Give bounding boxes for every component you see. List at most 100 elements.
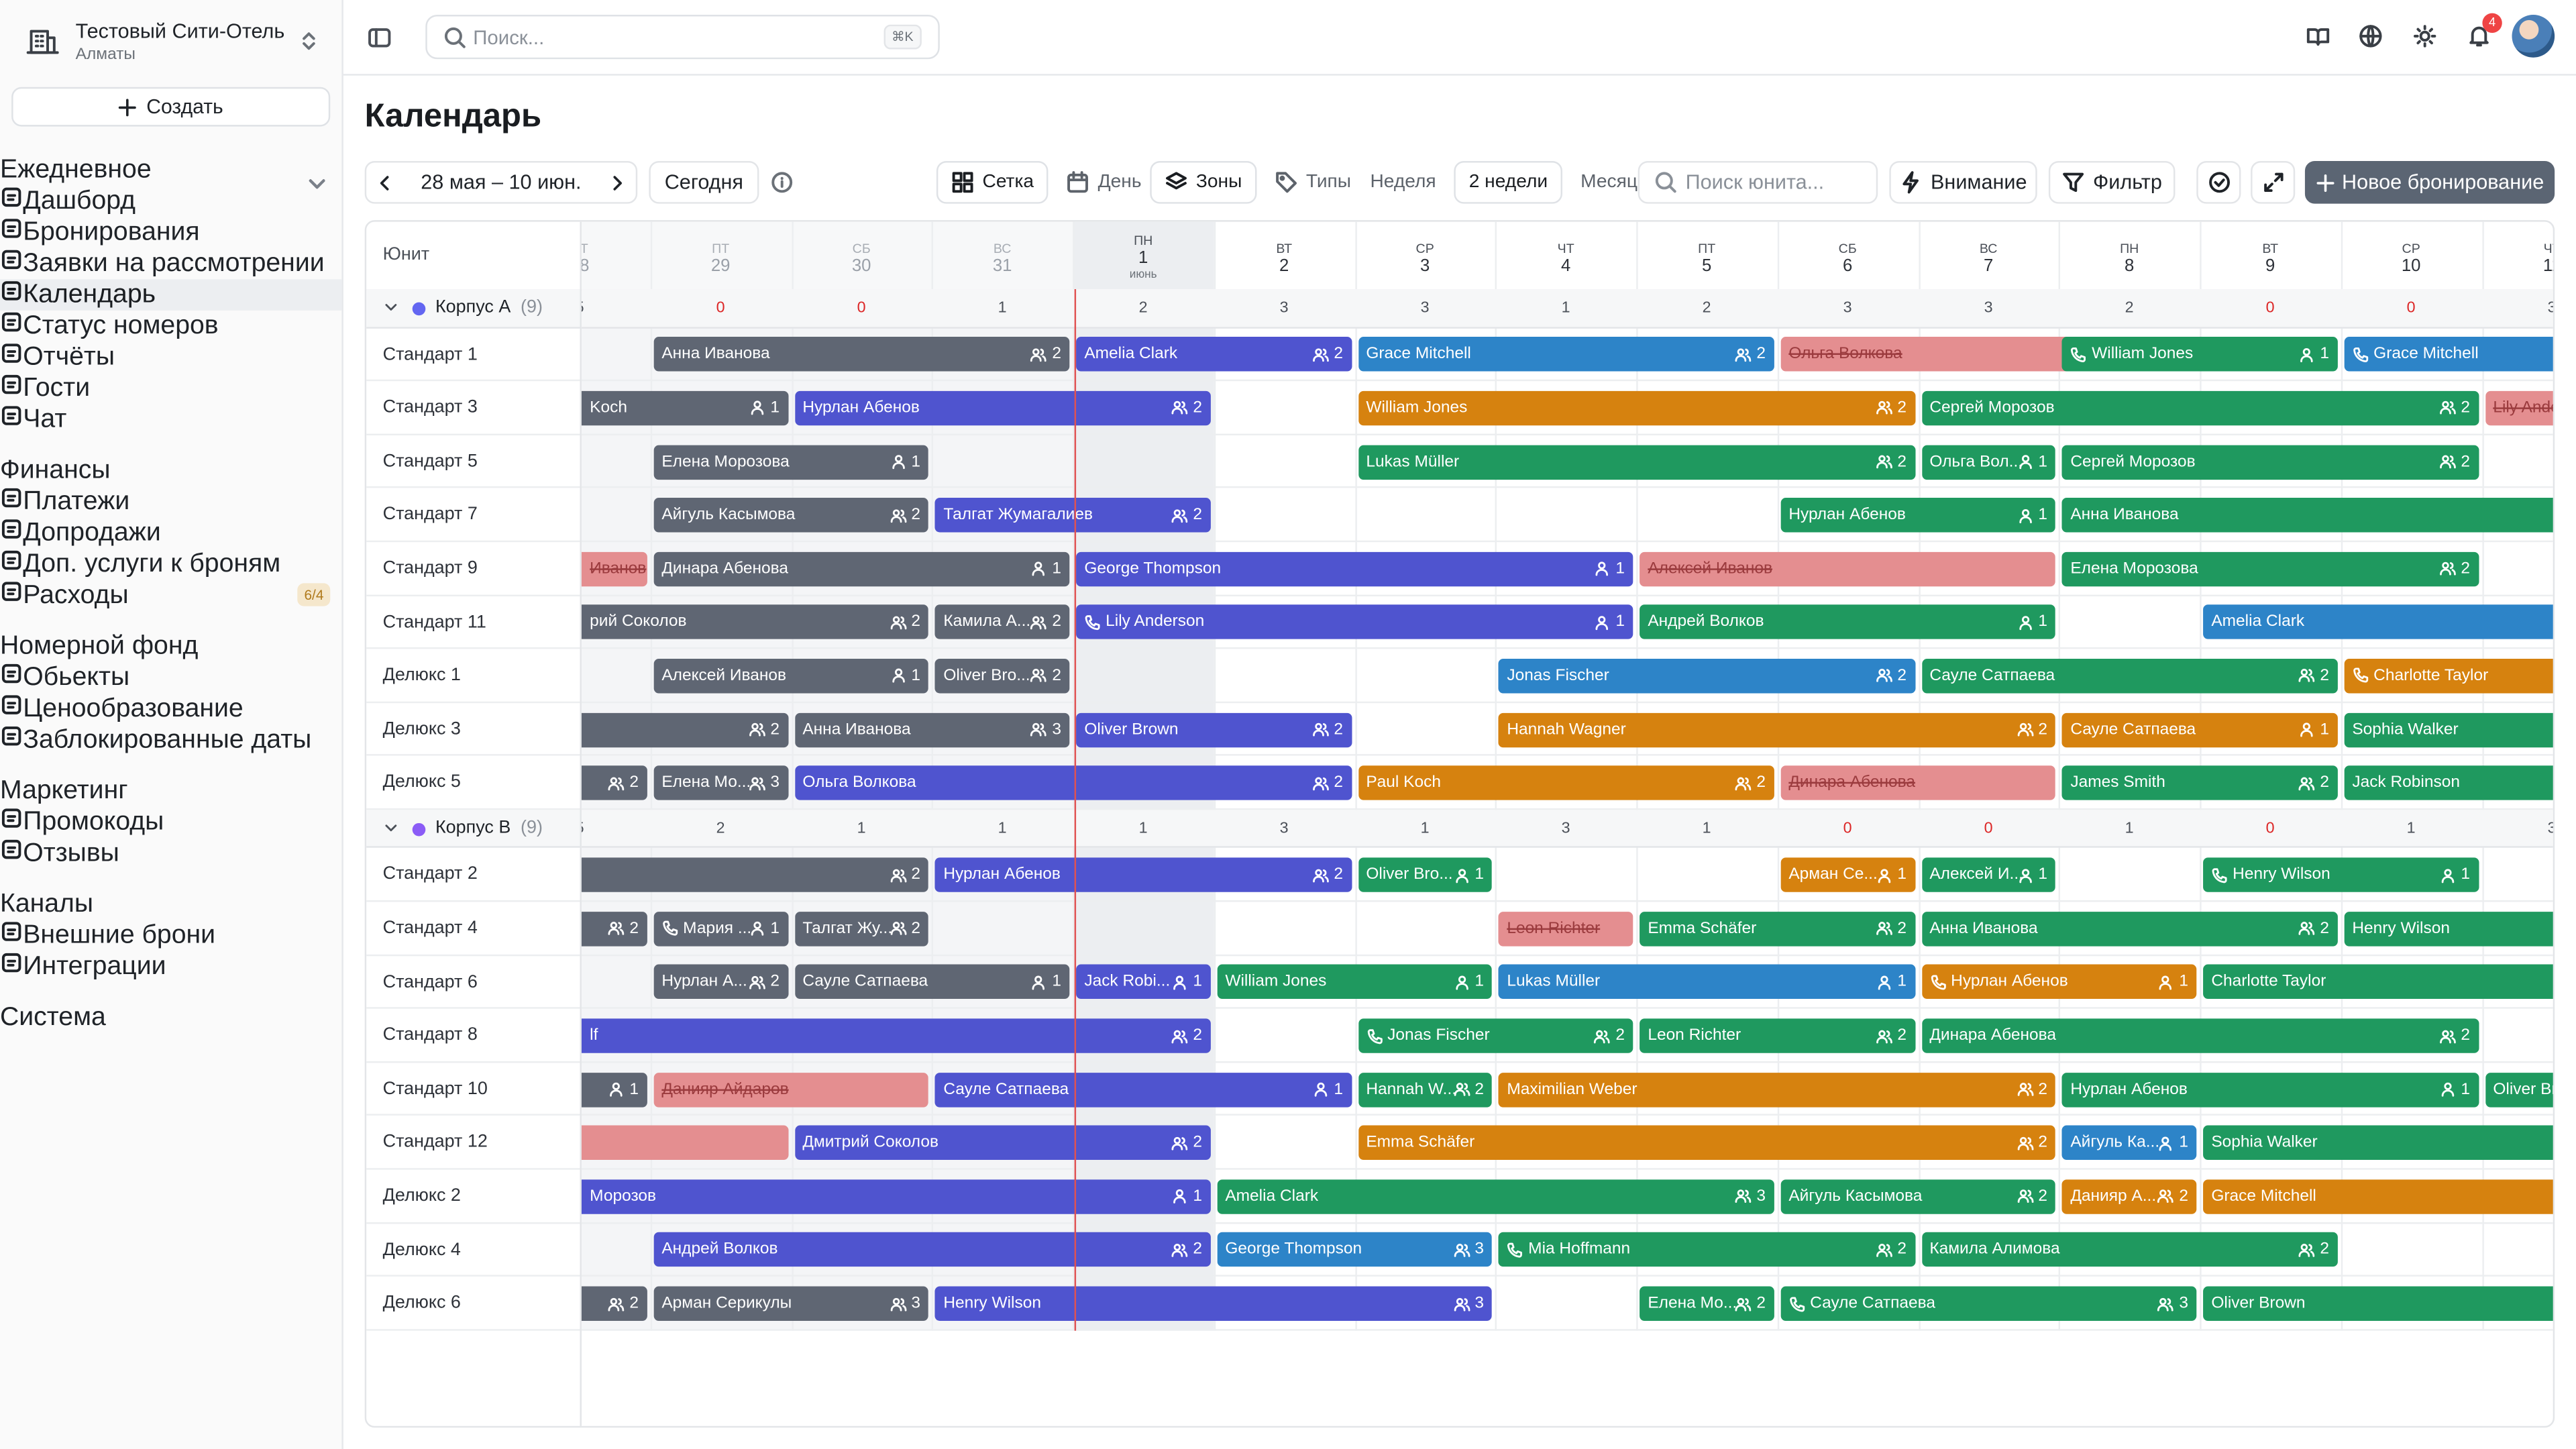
unit-name[interactable]: Стандарт 3 [382, 397, 478, 418]
unit-name[interactable]: Стандарт 8 [382, 1025, 478, 1046]
booking[interactable]: Динара Абенова 2 [1921, 1018, 2479, 1053]
booking[interactable]: Нурлан Абенов 1 [2062, 1072, 2479, 1107]
booking[interactable]: Ольга Волкова 2 [794, 765, 1352, 800]
segment-button[interactable]: Сетка [936, 161, 1049, 204]
booking[interactable]: Hannah W... 2 [1358, 1072, 1493, 1107]
booking[interactable]: 2 [581, 911, 647, 947]
booking[interactable]: Leon Richter 2 [1640, 1018, 1915, 1053]
booking[interactable]: Lily Anderson 1 [1076, 604, 1633, 640]
booking[interactable]: Sophia Walker [2203, 1126, 2553, 1161]
nav-item[interactable]: Допродажи [0, 179, 341, 549]
booking[interactable]: Grace Mitchell [2344, 337, 2553, 372]
segment-button[interactable]: Месяц [1566, 161, 1652, 204]
booking[interactable]: William Jones 2 [1358, 390, 1915, 426]
avatar[interactable] [2512, 15, 2555, 58]
unit-name[interactable]: Стандарт 2 [382, 865, 478, 885]
nav-item[interactable]: Гости [0, 373, 341, 405]
nav-item[interactable]: Платежи [0, 486, 341, 518]
booking[interactable]: Елена Морозова 2 [2062, 551, 2479, 586]
nav-item[interactable]: Заблокированные даты [0, 724, 341, 756]
nav-item[interactable]: Чат [0, 404, 341, 435]
nav-item[interactable]: Доп. услуги к броням [0, 179, 341, 580]
booking[interactable]: 1 [581, 1072, 647, 1107]
booking[interactable]: Талгат Жумагалиев 2 [935, 498, 1211, 533]
booking[interactable]: Нурлан Абенов 2 [935, 857, 1352, 893]
booking[interactable]: Сауле Сатпаева 1 [2062, 712, 2338, 747]
booking[interactable]: Сауле Сатпаева 1 [935, 1072, 1352, 1107]
booking[interactable]: Динара Абенова [1780, 765, 2056, 800]
booking[interactable]: Hannah Wagner 2 [1499, 712, 2056, 747]
today-button[interactable]: Сегодня [649, 161, 759, 204]
booking[interactable]: Сергей Морозов 2 [1921, 390, 2479, 426]
booking[interactable]: 2 [581, 1286, 647, 1321]
segment-button[interactable]: 2 недели [1454, 161, 1563, 204]
unit-name[interactable]: Делюкс 1 [382, 665, 461, 686]
unit-name[interactable]: Стандарт 6 [382, 971, 478, 992]
filter-button[interactable]: Фильтр [2048, 161, 2176, 204]
segment-button[interactable]: Типы [1260, 161, 1366, 204]
booking[interactable]: Арман Се... 1 [1780, 857, 1915, 893]
booking[interactable]: рий Соколов 2 [581, 604, 929, 640]
booking[interactable]: Дмитрий Соколов 2 [794, 1126, 1211, 1161]
theme-icon[interactable] [2414, 25, 2436, 48]
unit-name[interactable]: Делюкс 6 [382, 1293, 461, 1313]
booking[interactable]: Lukas Müller 1 [1499, 965, 1915, 1000]
booking[interactable]: Данияр А... 2 [2062, 1179, 2197, 1214]
booking[interactable]: Динара Абенова 1 [653, 551, 1070, 586]
unit-search[interactable]: Поиск юнита... [1638, 161, 1878, 204]
segment-button[interactable]: Зоны [1150, 161, 1257, 204]
booking[interactable]: 2 [581, 712, 788, 747]
booking[interactable]: Морозов 1 [581, 1179, 1211, 1214]
info-icon[interactable] [771, 171, 794, 194]
sidebar-toggle[interactable] [368, 26, 391, 49]
booking[interactable]: Алексей Иванов 1 [653, 658, 929, 694]
booking[interactable]: 2 [581, 765, 647, 800]
booking[interactable]: Charlotte Taylor [2344, 658, 2553, 694]
booking[interactable]: Нурлан Абенов 1 [1921, 965, 2197, 1000]
language-icon[interactable] [2359, 25, 2382, 48]
nav-item[interactable]: Промокоды [0, 806, 341, 838]
booking[interactable]: Камила А... 2 [935, 604, 1070, 640]
nav-item[interactable]: Внешние брони [0, 920, 341, 951]
booking[interactable]: Grace Mitchell [2203, 1179, 2553, 1214]
next-button[interactable] [608, 173, 626, 191]
booking[interactable]: Андрей Волков 2 [653, 1232, 1211, 1268]
booking[interactable]: Алексей И... 1 [1921, 857, 2056, 893]
booking[interactable]: Айгуль Касымова 2 [1780, 1179, 2056, 1214]
booking[interactable]: Алексей Иванов [1640, 551, 2056, 586]
booking[interactable]: Анна Иванова 2 [1921, 911, 2338, 947]
booking[interactable]: Сауле Сатпаева 1 [794, 965, 1070, 1000]
date-range-label[interactable]: 28 мая – 10 июн. [421, 170, 582, 194]
unit-name[interactable]: Стандарт 10 [382, 1079, 488, 1099]
booking[interactable]: Grace Mitchell 2 [1358, 337, 1774, 372]
booking[interactable]: Charlotte Taylor [2203, 965, 2553, 1000]
booking[interactable]: Jack Robinson [2344, 765, 2553, 800]
nav-item[interactable]: Расходы [0, 179, 341, 611]
booking[interactable]: Анна Иванова 3 [794, 712, 1070, 747]
booking[interactable]: Анна Иванова 2 [653, 337, 1070, 372]
unit-name[interactable]: Делюкс 4 [382, 1239, 461, 1260]
unit-name[interactable]: Стандарт 9 [382, 558, 478, 578]
booking[interactable]: Amelia Clark 2 [1076, 337, 1352, 372]
booking[interactable]: Нурлан А... 2 [653, 965, 788, 1000]
nav-item[interactable]: Ценообразование [0, 179, 341, 724]
booking[interactable]: William Jones 1 [1217, 965, 1493, 1000]
unit-name[interactable]: Стандарт 11 [382, 612, 486, 632]
booking[interactable]: lf 2 [581, 1018, 1211, 1053]
unit-name[interactable]: Стандарт 7 [382, 504, 478, 525]
booking[interactable]: Андрей Волков 1 [1640, 604, 2056, 640]
booking[interactable]: Leon Richter [1499, 911, 1633, 947]
nav-item[interactable]: Обьекты [0, 179, 341, 694]
booking[interactable]: Талгат Жу... 2 [794, 911, 929, 947]
booking[interactable]: Emma Schäfer 2 [1358, 1126, 2056, 1161]
unit-name[interactable]: Стандарт 4 [382, 918, 478, 938]
docs-icon[interactable] [2306, 25, 2330, 48]
booking[interactable]: Jonas Fischer 2 [1499, 658, 1915, 694]
booking[interactable]: Lukas Müller 2 [1358, 444, 1915, 479]
nav-item[interactable]: Отчёты [0, 179, 341, 373]
nav-item[interactable]: Отзывы [0, 838, 341, 869]
search-box[interactable]: Поиск... ⌘K [425, 15, 940, 60]
booking[interactable]: Oliver Brown [2203, 1286, 2553, 1321]
booking[interactable]: Айгуль Ка... 1 [2062, 1126, 2197, 1161]
nav-item[interactable]: Бронирования [0, 217, 341, 248]
